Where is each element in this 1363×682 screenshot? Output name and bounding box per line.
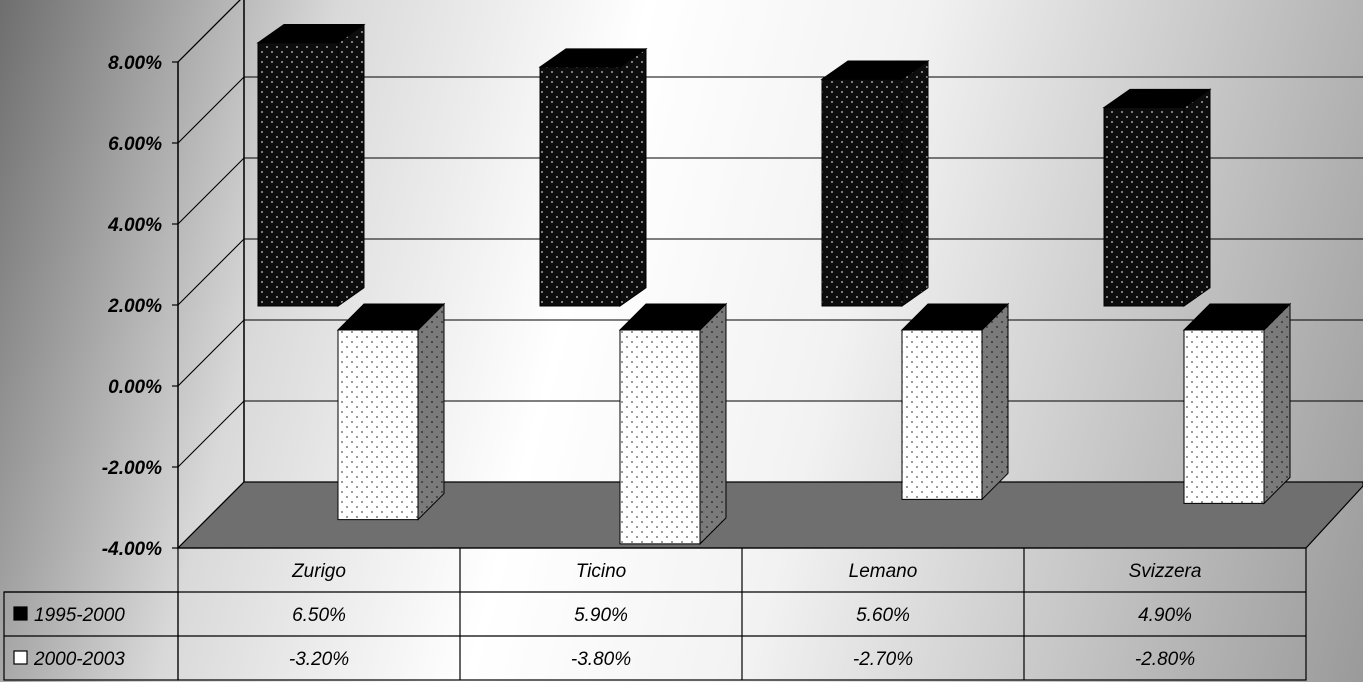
gridline [177,76,1363,144]
data-label: -2.80% [1135,649,1195,670]
bar-2000-2003 [618,302,728,546]
category-label: Zurigo [291,561,346,582]
bar-2000-2003 [336,302,446,521]
gridline [177,157,1363,225]
y-tick-label: 2.00% [107,296,162,317]
bar-2000-2003 [1182,302,1292,505]
y-tick-label: 4.00% [107,215,162,236]
data-label: 4.90% [1138,605,1192,626]
bar-front [337,329,419,521]
bar-side [1183,88,1211,307]
bar-front [1103,107,1185,307]
bar-front [539,66,621,307]
y-tick-label: 8.00% [108,53,162,74]
data-label: 5.60% [856,605,910,626]
y-tick-label: -2.00% [102,458,162,479]
category-label: Lemano [849,561,918,582]
bar-1995-2000 [1102,88,1212,307]
bar-side [417,302,445,521]
bar-side [337,23,365,307]
bar-side [1263,302,1291,505]
bar-side [981,302,1009,501]
gridline [177,238,1363,306]
gridline [177,0,241,63]
data-label: -2.70% [853,649,913,670]
bar-side [901,60,929,307]
data-label: 6.50% [292,605,346,626]
y-tick-label: 0.00% [108,377,162,398]
bar-side [699,302,727,546]
legend-key [13,650,28,665]
bar-1995-2000 [820,60,930,307]
y-tick-label: 6.00% [108,134,162,155]
category-label: Ticino [576,561,627,582]
bar-1995-2000 [256,23,366,307]
bar-front [257,42,339,307]
bar-2000-2003 [900,302,1010,501]
legend-label: 2000-2003 [33,649,125,670]
category-label: Svizzera [1129,561,1202,582]
data-label: -3.20% [289,649,349,670]
bar-side [619,47,647,307]
data-label: 5.90% [574,605,628,626]
bar-front [821,78,903,307]
bar-front [901,329,983,500]
side-wall [177,0,245,550]
y-tick-label: -4.00% [102,539,162,560]
legend-label: 1995-2000 [34,605,125,626]
bar-1995-2000 [538,47,648,307]
legend-key [13,606,28,621]
data-label: -3.80% [571,649,631,670]
bar-front [619,329,701,545]
bar-front [1183,329,1265,504]
